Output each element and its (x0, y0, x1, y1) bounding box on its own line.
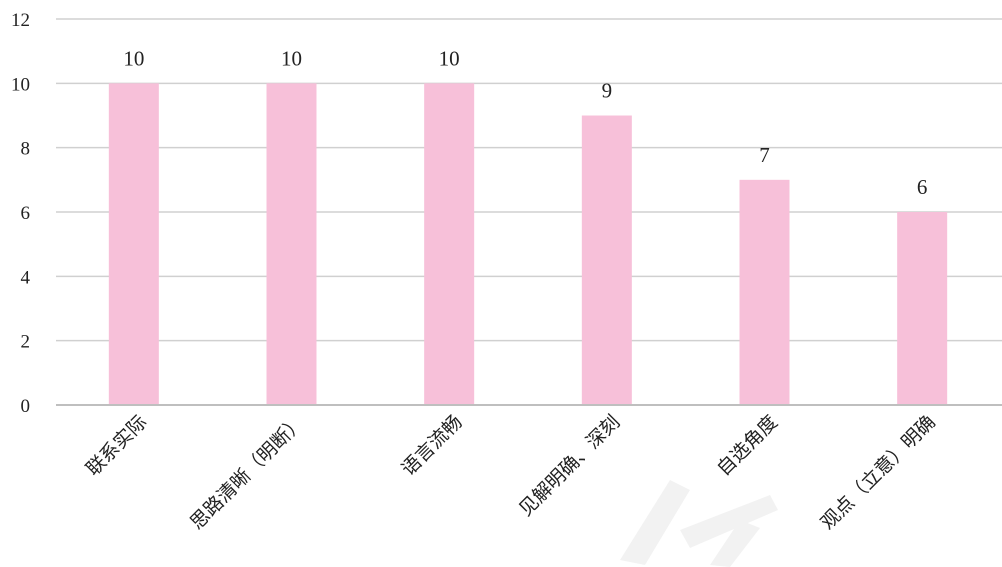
bar (266, 83, 317, 405)
y-tick-label: 2 (21, 332, 31, 353)
y-tick-label: 0 (21, 396, 31, 417)
y-tick-label: 12 (11, 10, 30, 31)
data-label: 10 (123, 46, 144, 70)
bar (581, 115, 632, 405)
y-tick-label: 4 (21, 267, 31, 288)
category-labels: 联系实际 思路清晰（明断） 语言流畅 见解明确、深刻 自选角度 观点（立意）明确 (82, 411, 940, 534)
y-axis-ticks: 0 2 4 6 8 10 12 (11, 10, 31, 417)
category-label: 思路清晰（明断） (186, 411, 309, 534)
bar (897, 212, 948, 405)
y-tick-label: 6 (21, 203, 31, 224)
category-label: 自选角度 (713, 411, 782, 480)
data-label: 10 (281, 46, 302, 70)
category-label: 语言流畅 (397, 411, 466, 480)
bars (108, 83, 948, 405)
bar (108, 83, 159, 405)
bar (739, 179, 790, 405)
data-label: 10 (439, 46, 460, 70)
category-label: 联系实际 (82, 411, 151, 480)
y-tick-label: 8 (21, 139, 31, 160)
data-label: 7 (759, 143, 770, 167)
bar (424, 83, 475, 405)
grid-lines (56, 18, 1002, 342)
category-label: 观点（立意）明确 (817, 411, 940, 534)
category-label: 见解明确、深刻 (515, 411, 625, 521)
data-labels: 10 10 10 9 7 6 (123, 46, 927, 199)
data-label: 9 (602, 79, 613, 103)
y-tick-label: 10 (11, 74, 30, 95)
data-label: 6 (917, 175, 928, 199)
